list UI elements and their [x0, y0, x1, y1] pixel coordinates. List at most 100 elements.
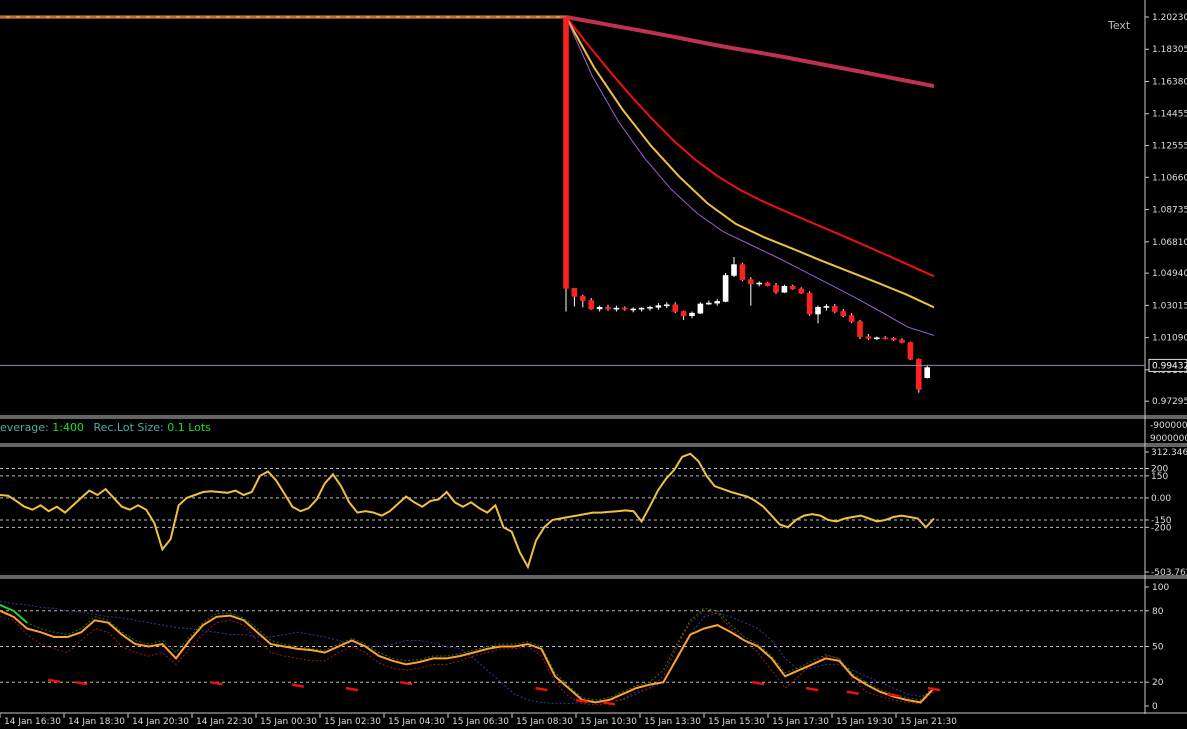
cci-tick-label: -150 [1151, 516, 1172, 526]
stoch-oversold-mark [291, 683, 305, 688]
lot-size-label: Rec.Lot Size: [93, 421, 164, 434]
price-tick-label: 1.18305 [1152, 45, 1187, 55]
time-tick-label: 15 Jan 15:30 [708, 717, 765, 727]
time-tick-label: 15 Jan 02:30 [324, 717, 381, 727]
candle-body [840, 311, 847, 316]
price-tick-label: 1.01090 [1152, 334, 1187, 344]
price-tick-label: 1.08735 [1152, 206, 1187, 216]
time-tick-label: 14 Jan 20:30 [132, 717, 189, 727]
ma-slow-line [565, 15, 935, 89]
cci-tick-label: -200 [1151, 523, 1172, 533]
candle-body [731, 264, 737, 276]
time-tick-label: 15 Jan 08:30 [516, 717, 573, 727]
stoch-oversold-mark [535, 686, 548, 692]
stoch-tick-label: 80 [1152, 607, 1164, 617]
candle-body [722, 275, 729, 302]
stoch-oversold-mark [47, 678, 61, 684]
stoch-main-line [0, 609, 935, 704]
price-tick-label: 1.03015 [1152, 301, 1187, 311]
candle-body [630, 308, 637, 311]
time-tick-label: 15 Jan 10:30 [580, 717, 637, 727]
stoch-green-signal-line [0, 604, 935, 701]
candle-body [907, 342, 914, 360]
candle-body [899, 339, 905, 343]
cci-tick-label: -503.762 [1151, 568, 1187, 578]
chart-text-object: Text [1107, 19, 1131, 32]
price-tick-label: 1.14455 [1152, 110, 1187, 120]
cci-line [0, 452, 935, 570]
stoch-oversold-mark [210, 680, 223, 686]
time-tick-label: 15 Jan 04:30 [388, 717, 445, 727]
stoch-oversold-mark [846, 690, 859, 695]
cci-tick-label: 200 [1151, 465, 1168, 475]
stoch-red-signal-line [0, 610, 935, 706]
price-tick-label: 0.97295 [1152, 397, 1187, 407]
current-price-label: 0.99432 [1152, 361, 1187, 371]
candle-body [697, 303, 704, 314]
ma-fastest-line [565, 16, 935, 336]
candle-body [705, 302, 712, 305]
candle-body [739, 264, 746, 280]
stoch-tick-label: 0 [1152, 702, 1158, 712]
time-tick-label: 15 Jan 00:30 [260, 717, 317, 727]
time-tick-label: 15 Jan 19:30 [836, 717, 893, 727]
stoch-oversold-mark [345, 686, 359, 692]
volume-pane: -9000000 9000000 [1150, 421, 1187, 444]
cci-tick-label: 312.3463 [1151, 448, 1187, 458]
candle-body [789, 286, 796, 290]
price-pane[interactable]: 1.20230 1.18305 1.16380 1.14455 1.12555 1.106… [0, 0, 1187, 714]
stoch-tick-label: 50 [1152, 643, 1164, 653]
time-tick-label: 14 Jan 18:30 [68, 717, 125, 727]
candle-body [873, 337, 880, 340]
price-tick-label: 1.10660 [1152, 173, 1187, 183]
candle-body [588, 300, 595, 310]
time-tick-label: 15 Jan 17:30 [772, 717, 829, 727]
candle-body [621, 307, 628, 310]
candle-body [596, 307, 603, 310]
lot-size-value: 0.1 Lots [167, 421, 211, 434]
candle-body [924, 367, 931, 378]
candle-body [579, 296, 586, 301]
time-tick-label: 15 Jan 06:30 [452, 717, 509, 727]
leverage-value: 1:400 [52, 421, 84, 434]
candle-body [689, 312, 695, 316]
candle-body [798, 288, 805, 294]
ma-mid-line [565, 16, 935, 278]
candle-body [848, 315, 855, 322]
stoch-tick-label: 20 [1152, 678, 1164, 688]
candle-body [764, 282, 771, 286]
candle-body [663, 304, 670, 307]
price-tick-label: 1.16380 [1152, 77, 1187, 87]
candle-body [890, 337, 897, 341]
candle-body [747, 279, 754, 285]
stoch-oversold-mark [751, 680, 765, 686]
time-tick-label: 15 Jan 13:30 [644, 717, 701, 727]
candle-body [915, 358, 922, 390]
stoch-oversold-mark [399, 680, 413, 686]
leverage-label: everage: [0, 421, 49, 434]
stoch-oversold-mark [575, 698, 589, 704]
cci-tick-label: 0.00 [1151, 494, 1171, 504]
candle-body [756, 282, 763, 285]
stoch-blue-dotted-line [0, 600, 935, 705]
stoch-oversold-mark [75, 680, 88, 686]
candle-body [613, 307, 620, 310]
candle-body [857, 321, 863, 337]
stoch-overbought-mark [0, 603, 28, 624]
candle-body [605, 307, 611, 310]
candle-body [882, 337, 889, 340]
candle-body [773, 285, 779, 293]
stoch-oversold-mark [805, 686, 819, 692]
account-info-line: everage: 1:400 Rec.Lot Size: 0.1 Lots [0, 421, 211, 439]
stoch-oversold-mark [927, 686, 941, 692]
candle-body [815, 307, 821, 315]
candle-body [865, 336, 872, 339]
time-tick-label: 14 Jan 22:30 [196, 717, 253, 727]
stoch-oversold-mark [602, 701, 616, 706]
time-axis: 14 Jan 16:30 14 Jan 18:30 14 Jan 20:30 14 J… [0, 713, 957, 727]
stochastic-pane[interactable]: 100 80 50 20 0 [0, 583, 1169, 712]
price-tick-label: 1.04940 [1152, 269, 1187, 279]
